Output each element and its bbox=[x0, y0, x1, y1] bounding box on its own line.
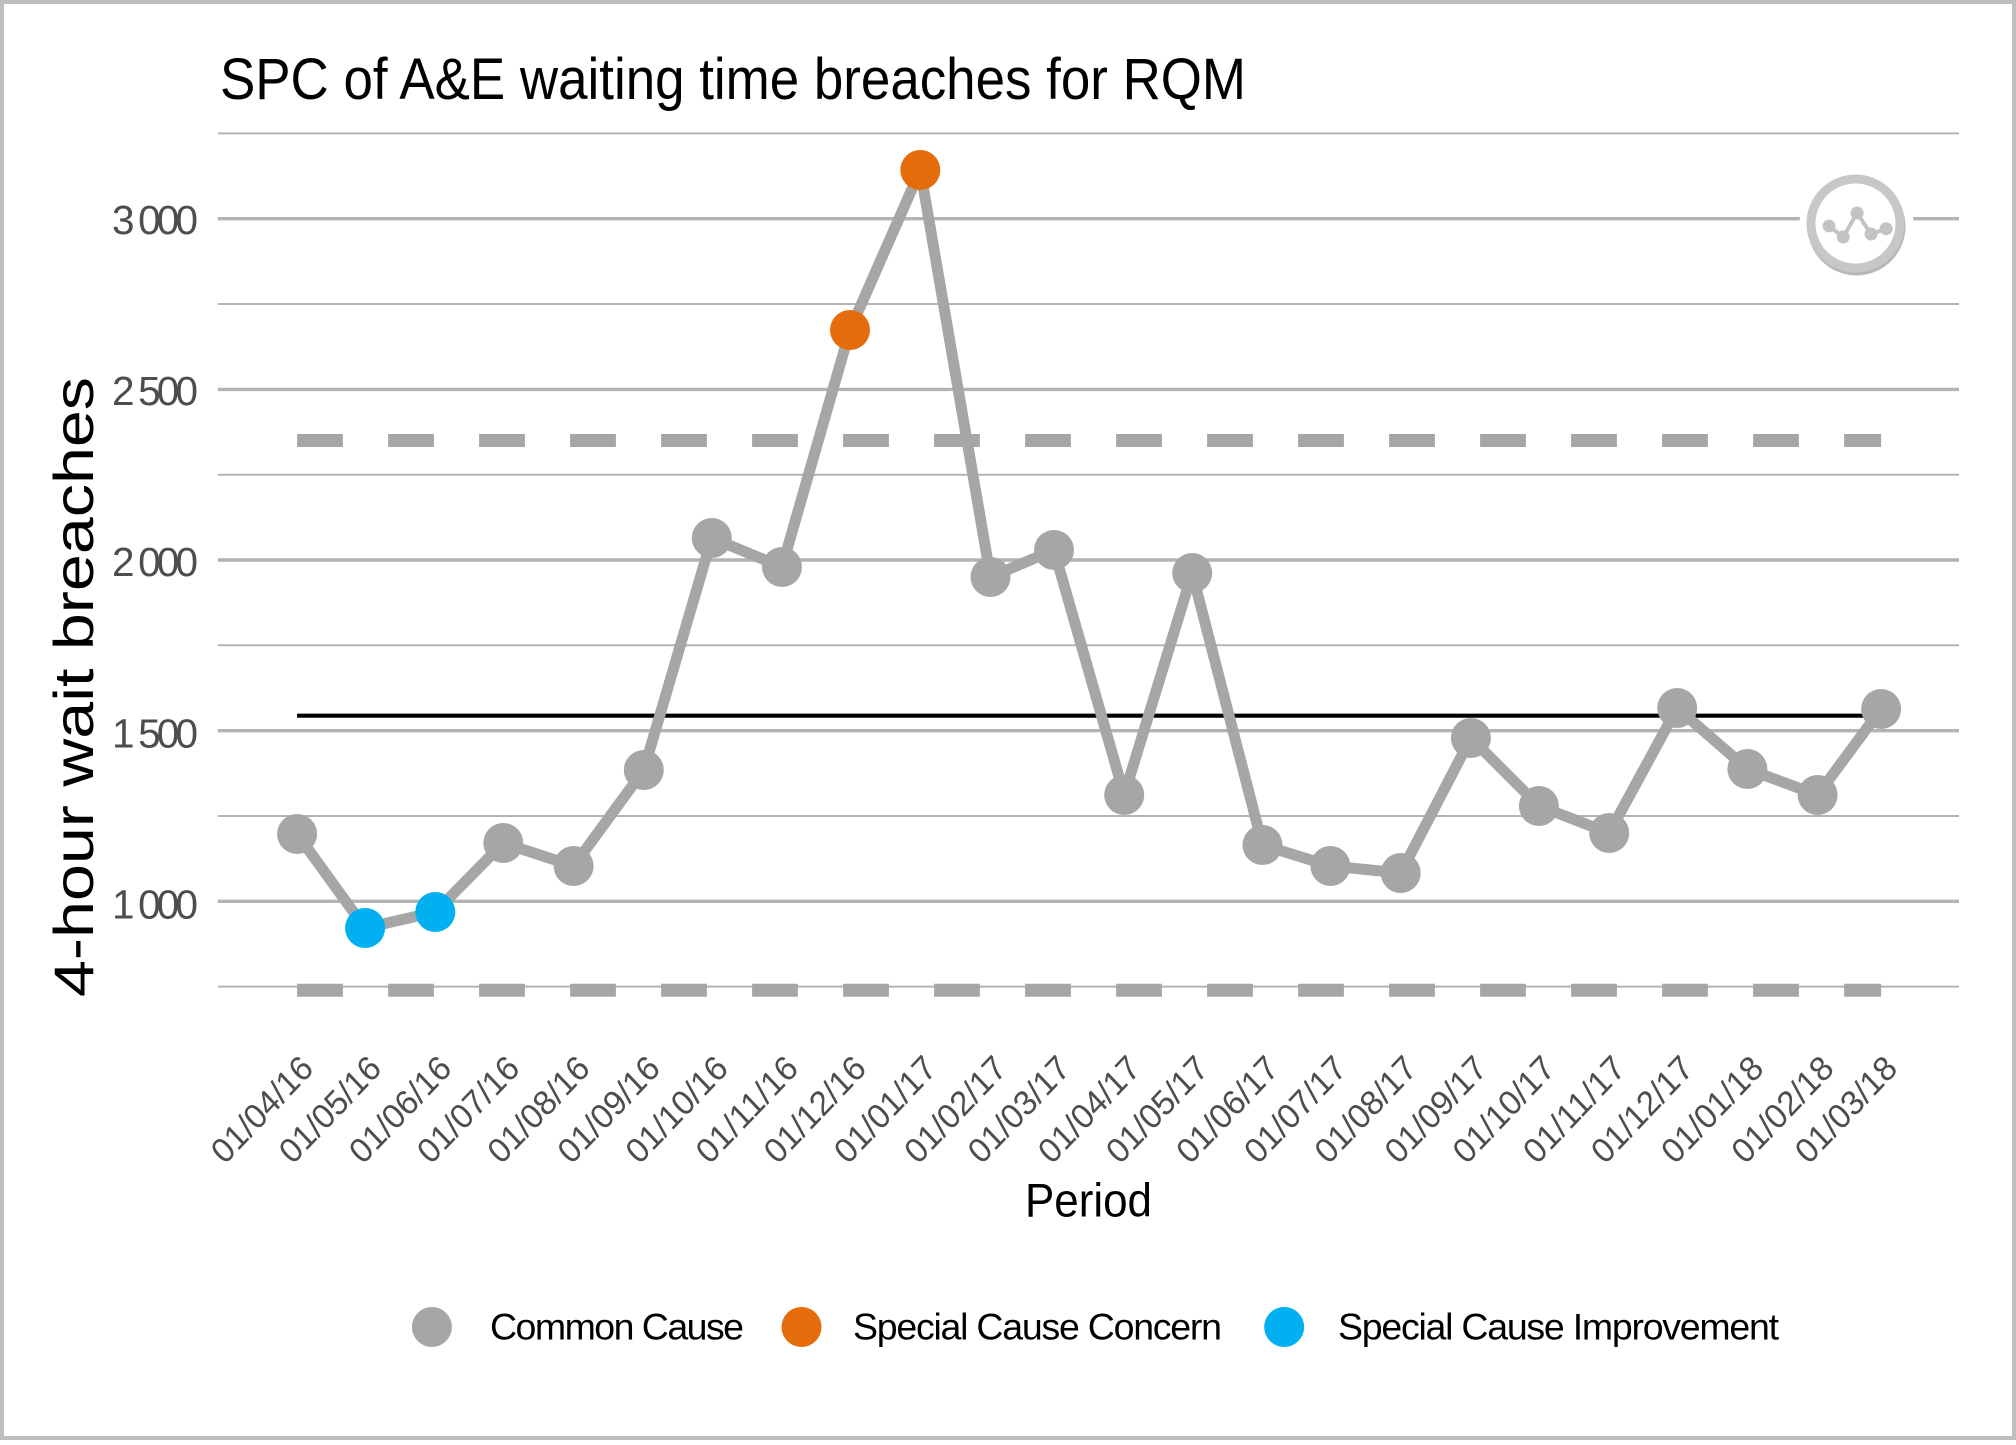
svg-text:1 500: 1 500 bbox=[112, 710, 198, 756]
svg-text:Period: Period bbox=[1025, 1174, 1152, 1227]
svg-text:4-hour wait breaches: 4-hour wait breaches bbox=[42, 377, 105, 997]
svg-text:1 000: 1 000 bbox=[112, 882, 198, 928]
svg-text:Common Cause: Common Cause bbox=[490, 1306, 744, 1348]
svg-text:2 000: 2 000 bbox=[112, 539, 198, 585]
svg-text:3 000: 3 000 bbox=[112, 197, 198, 243]
svg-text:2 500: 2 500 bbox=[112, 368, 198, 414]
svg-text:SPC of A&E waiting time breach: SPC of A&E waiting time breaches for RQM bbox=[220, 47, 1246, 112]
svg-text:Special Cause Concern: Special Cause Concern bbox=[853, 1306, 1222, 1348]
svg-text:Special Cause Improvement: Special Cause Improvement bbox=[1338, 1306, 1780, 1348]
